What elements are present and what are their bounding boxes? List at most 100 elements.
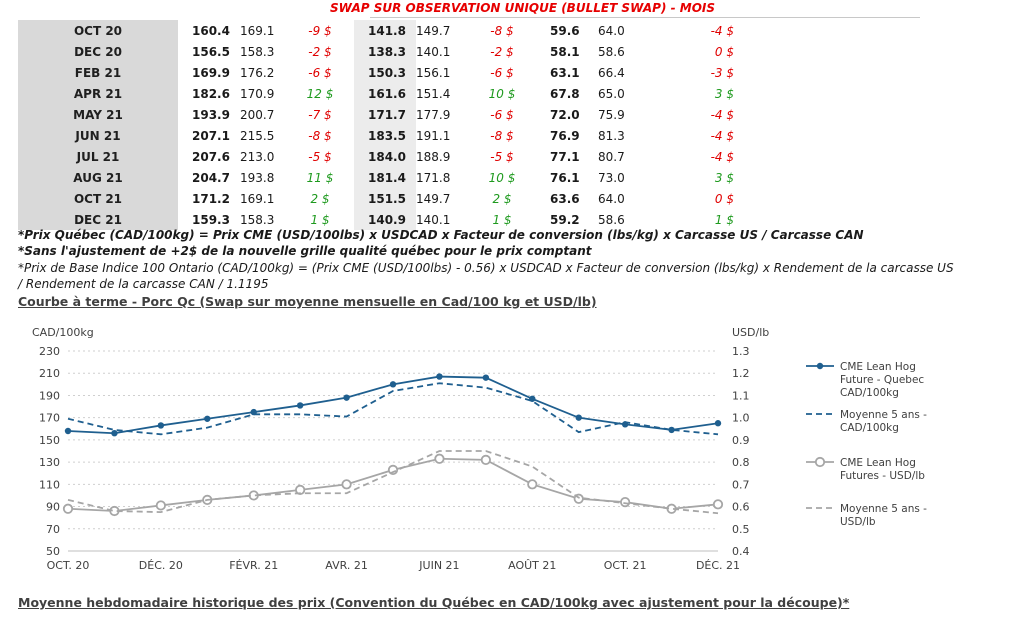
ontario-diff-cell: 10 $ (488, 86, 516, 101)
y-tick-label: 70 (46, 523, 60, 536)
usd-diff-cell: -4 $ (710, 128, 734, 143)
y-tick-label: 170 (39, 412, 60, 425)
quebec-price-cell: 159.3 (192, 212, 230, 227)
swap-table: OCT 20 160.4 169.1 -9 $141.8 149.7 -8 $59.6 64… (18, 20, 734, 230)
column-spacer (344, 20, 354, 41)
quebec-avg-cell: 215.5 (240, 128, 275, 143)
quebec-avg-cell: 170.9 (240, 86, 275, 101)
month-cell: OCT 20 (18, 20, 178, 41)
data-point (296, 402, 304, 409)
usd-avg-cell: 73.0 (598, 170, 625, 185)
table-row: JUN 21 207.1 215.5 -8 $ 183.5 191.1 -8 $ 76.9 81… (18, 125, 734, 146)
quebec-diff-cell: 2 $ (310, 191, 330, 206)
banner-title: SWAP SUR OBSERVATION UNIQUE (BULLET SWAP… (330, 1, 716, 15)
column-spacer (526, 146, 536, 167)
ontario-price-cell: 171.7 (354, 104, 416, 125)
ontario-avg-cell: 149.7 (416, 191, 451, 206)
data-point (434, 453, 445, 464)
data-point (155, 500, 166, 511)
data-point (157, 422, 165, 429)
usd-price-cell: 59.2 (550, 212, 580, 227)
data-point (712, 499, 724, 510)
x-tick-label: FÉVR. 21 (229, 559, 278, 572)
data-point (527, 479, 538, 490)
y2-tick-label: 1.3 (732, 345, 750, 358)
usd-price-cell: 77.1 (550, 149, 580, 164)
data-point (668, 426, 675, 434)
ontario-diff-cell: -6 $ (490, 65, 514, 80)
column-spacer (344, 41, 354, 62)
quebec-diff-cell: 11 $ (306, 170, 334, 185)
month-cell: FEB 21 (18, 62, 178, 83)
data-point (111, 430, 118, 437)
quebec-diff-cell: 12 $ (306, 86, 334, 101)
y2-tick-label: 1.2 (732, 367, 750, 380)
column-spacer (344, 83, 354, 104)
ontario-diff-cell: 10 $ (488, 170, 516, 185)
ontario-diff-cell: 1 $ (492, 212, 512, 227)
y2-tick-label: 0.9 (732, 434, 750, 447)
data-point (62, 503, 74, 514)
ontario-price-cell: 161.6 (354, 83, 416, 104)
column-spacer (344, 62, 354, 83)
ontario-avg-cell: 140.1 (416, 212, 451, 227)
x-tick-label: OCT. 20 (47, 559, 90, 572)
legend-label: CME Lean Hog Futures - USD/lb (840, 457, 925, 482)
usd-diff-cell: 3 $ (714, 86, 734, 101)
y-tick-label: 50 (46, 545, 60, 558)
usd-avg-cell: 80.7 (598, 149, 625, 164)
column-spacer (526, 188, 536, 209)
quebec-avg-cell: 193.8 (240, 170, 275, 185)
usd-diff-cell: -4 $ (710, 107, 734, 122)
usd-diff-cell: -4 $ (710, 149, 734, 164)
y-tick-label: 150 (39, 434, 60, 447)
x-tick-label: AVR. 21 (325, 559, 368, 572)
data-point (482, 374, 490, 381)
y-tick-label: 210 (39, 367, 60, 380)
quebec-price-cell: 156.5 (192, 44, 230, 59)
usd-diff-cell: -4 $ (710, 23, 734, 38)
column-spacer (344, 125, 354, 146)
legend-label: CME Lean Hog Future - Quebec CAD/100kg (840, 361, 924, 399)
note-ontario-price-formula-cont: / Rendement de la carcasse CAN / 1.1195 (18, 277, 269, 291)
column-spacer (344, 209, 354, 230)
column-spacer (526, 209, 536, 230)
x-tick-label: JUIN 21 (418, 559, 459, 572)
data-point (714, 420, 722, 427)
ontario-diff-cell: -5 $ (490, 149, 514, 164)
note-ontario-price-formula: *Prix de Base Indice 100 Ontario (CAD/10… (18, 261, 954, 275)
quebec-avg-cell: 176.2 (240, 65, 275, 80)
data-point (341, 479, 352, 490)
table-row: DEC 20 156.5 158.3 -2 $ 138.3 140.1 -2 $ 58.1 58… (18, 41, 734, 62)
x-tick-label: DÉC. 21 (696, 559, 740, 572)
x-tick-label: OCT. 21 (604, 559, 647, 572)
ontario-price-cell: 150.3 (354, 62, 416, 83)
ontario-price-cell: 184.0 (354, 146, 416, 167)
quebec-diff-cell: -9 $ (308, 23, 332, 38)
quebec-avg-cell: 213.0 (240, 149, 275, 164)
ontario-avg-cell: 149.7 (416, 23, 451, 38)
data-point (343, 394, 350, 401)
ontario-avg-cell: 140.1 (416, 44, 451, 59)
ontario-price-cell: 181.4 (354, 167, 416, 188)
usd-avg-cell: 66.4 (598, 65, 625, 80)
ontario-price-cell: 140.9 (354, 209, 416, 230)
y2-tick-label: 0.8 (732, 456, 750, 469)
column-spacer (526, 125, 536, 146)
y-tick-label: 230 (39, 345, 60, 358)
month-cell: DEC 21 (18, 209, 178, 230)
forward-curve-chart: 50 0.4 70 0.5 90 0.6 110 0.7 130 0.8 150 0.9 170 1.0 1… (32, 326, 927, 572)
usd-diff-cell: 1 $ (714, 212, 734, 227)
y2-tick-label: 0.6 (732, 501, 750, 514)
ontario-diff-cell: -2 $ (490, 44, 514, 59)
usd-price-cell: 76.1 (550, 170, 580, 185)
legend-marker (814, 456, 826, 468)
y2-tick-label: 0.7 (732, 478, 750, 491)
quebec-diff-cell: 1 $ (310, 212, 330, 227)
column-spacer (526, 167, 536, 188)
usd-diff-cell: 0 $ (714, 44, 734, 59)
quebec-price-cell: 160.4 (192, 23, 230, 38)
data-point (436, 373, 443, 380)
quebec-price-cell: 207.6 (192, 149, 230, 164)
month-cell: JUL 21 (18, 146, 178, 167)
